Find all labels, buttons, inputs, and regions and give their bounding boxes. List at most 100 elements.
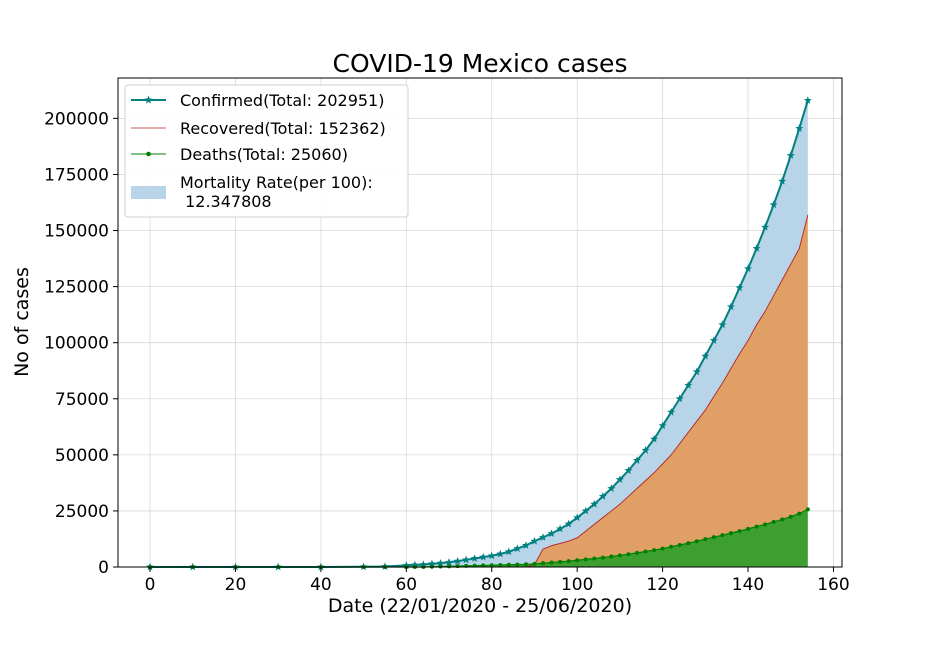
confirmed-point bbox=[803, 96, 812, 104]
confirmed-point bbox=[607, 484, 616, 492]
confirmed-point bbox=[692, 367, 701, 376]
legend-mortality-label: Mortality Rate(per 100): 12.347808 bbox=[180, 173, 373, 211]
deaths-point bbox=[728, 531, 733, 536]
legend-confirmed-label: Confirmed(Total: 202951) bbox=[180, 91, 384, 110]
confirmed-point bbox=[795, 124, 804, 132]
chart-title: COVID-19 Mexico cases bbox=[333, 49, 628, 78]
legend-mortality-label-line: 12.347808 bbox=[180, 192, 272, 211]
deaths-point bbox=[737, 529, 742, 534]
deaths-point bbox=[694, 539, 699, 544]
x-tick-label: 80 bbox=[481, 575, 503, 595]
x-tick-label: 20 bbox=[225, 575, 247, 595]
confirmed-point bbox=[462, 555, 471, 564]
x-tick-label: 0 bbox=[145, 575, 156, 595]
deaths-point bbox=[489, 563, 494, 568]
area-fills bbox=[150, 100, 808, 568]
deaths-point bbox=[797, 511, 802, 516]
legend-deaths-dot-icon bbox=[146, 151, 151, 157]
confirmed-point bbox=[744, 264, 753, 273]
confirmed-point bbox=[709, 336, 718, 344]
deaths-point bbox=[515, 562, 520, 567]
confirmed-point bbox=[513, 544, 522, 552]
confirmed-point bbox=[496, 549, 505, 558]
confirmed-point bbox=[590, 499, 599, 508]
confirmed-point bbox=[419, 560, 428, 568]
deaths-point bbox=[763, 522, 768, 527]
deaths-point bbox=[720, 533, 725, 538]
deaths-point bbox=[634, 550, 639, 555]
confirmed-point bbox=[632, 456, 641, 464]
plot-frame bbox=[117, 77, 843, 568]
y-tick-label: 25000 bbox=[55, 502, 109, 522]
confirmed-point bbox=[675, 394, 684, 403]
confirmed-point bbox=[735, 283, 744, 292]
deaths-point bbox=[609, 554, 614, 559]
deaths-point bbox=[566, 559, 571, 564]
deaths-point bbox=[600, 555, 605, 560]
confirmed-point bbox=[658, 421, 667, 430]
confirmed-point bbox=[453, 556, 462, 565]
confirmed-point bbox=[436, 558, 445, 567]
deaths-point bbox=[558, 559, 563, 564]
confirmed-point bbox=[726, 302, 735, 311]
confirmed-point bbox=[547, 529, 556, 537]
deaths-point bbox=[506, 562, 511, 567]
y-tick-label: 100000 bbox=[44, 334, 109, 354]
deaths-point bbox=[498, 562, 503, 567]
x-axis-title: Date (22/01/2020 - 25/06/2020) bbox=[328, 595, 632, 617]
x-tick-label: 60 bbox=[395, 575, 417, 595]
confirmed-point bbox=[641, 446, 650, 454]
deaths-point bbox=[771, 519, 776, 524]
deaths-point bbox=[788, 514, 793, 519]
legend-item-confirmed: Confirmed(Total: 202951) bbox=[131, 91, 384, 110]
legend-item-deaths: Deaths(Total: 25060) bbox=[131, 145, 348, 164]
deaths-point bbox=[617, 553, 622, 558]
deaths-point bbox=[703, 537, 708, 542]
deaths-point bbox=[677, 543, 682, 548]
confirmed-point bbox=[769, 200, 778, 209]
deaths-point bbox=[481, 563, 486, 568]
x-tick-label: 140 bbox=[732, 575, 764, 595]
y-tick-label: 75000 bbox=[55, 390, 109, 410]
legend-deaths-label: Deaths(Total: 25060) bbox=[180, 145, 348, 164]
x-tick-label: 120 bbox=[646, 575, 678, 595]
deaths-point bbox=[523, 562, 528, 567]
confirmed-point bbox=[752, 244, 761, 252]
legend-mortality-label-line: Mortality Rate(per 100): bbox=[180, 173, 373, 192]
confirmed-point bbox=[410, 560, 419, 569]
deaths-point bbox=[447, 564, 452, 569]
y-tick-label: 0 bbox=[98, 558, 109, 578]
deaths-point bbox=[541, 561, 546, 566]
legend-confirmed-star-icon bbox=[144, 95, 153, 104]
y-tick-label: 125000 bbox=[44, 278, 109, 298]
legend-mortality-swatch bbox=[131, 186, 166, 199]
deaths-point bbox=[652, 548, 657, 553]
deaths-point bbox=[805, 507, 810, 512]
deaths-point bbox=[660, 546, 665, 551]
confirmed-point bbox=[581, 506, 590, 515]
deaths-point bbox=[626, 552, 631, 557]
confirmed-point bbox=[427, 559, 436, 568]
y-tick-label: 50000 bbox=[55, 446, 109, 466]
deaths-point bbox=[686, 541, 691, 546]
legend-item-mortality: Mortality Rate(per 100): 12.347808 bbox=[131, 173, 373, 211]
x-axis-ticks: 0 20 40 60 80 100 120 140 160 bbox=[145, 567, 850, 595]
confirmed-point bbox=[650, 434, 659, 443]
confirmed-point bbox=[479, 552, 488, 561]
deaths-point bbox=[592, 556, 597, 561]
deaths-point bbox=[746, 526, 751, 531]
y-tick-label: 175000 bbox=[44, 165, 109, 185]
confirmed-point bbox=[573, 513, 582, 522]
confirmed-point bbox=[487, 551, 496, 560]
confirmed-point bbox=[624, 466, 633, 474]
x-tick-label: 160 bbox=[817, 575, 849, 595]
confirmed-point bbox=[667, 408, 676, 416]
confirmed-point bbox=[615, 475, 624, 483]
confirmed-point bbox=[761, 222, 770, 231]
legend-item-recovered: Recovered(Total: 152362) bbox=[131, 119, 386, 138]
confirmed-point bbox=[445, 558, 454, 566]
confirmed-point bbox=[539, 533, 547, 541]
deaths-point bbox=[575, 558, 580, 563]
legend-recovered-label: Recovered(Total: 152362) bbox=[180, 119, 386, 138]
